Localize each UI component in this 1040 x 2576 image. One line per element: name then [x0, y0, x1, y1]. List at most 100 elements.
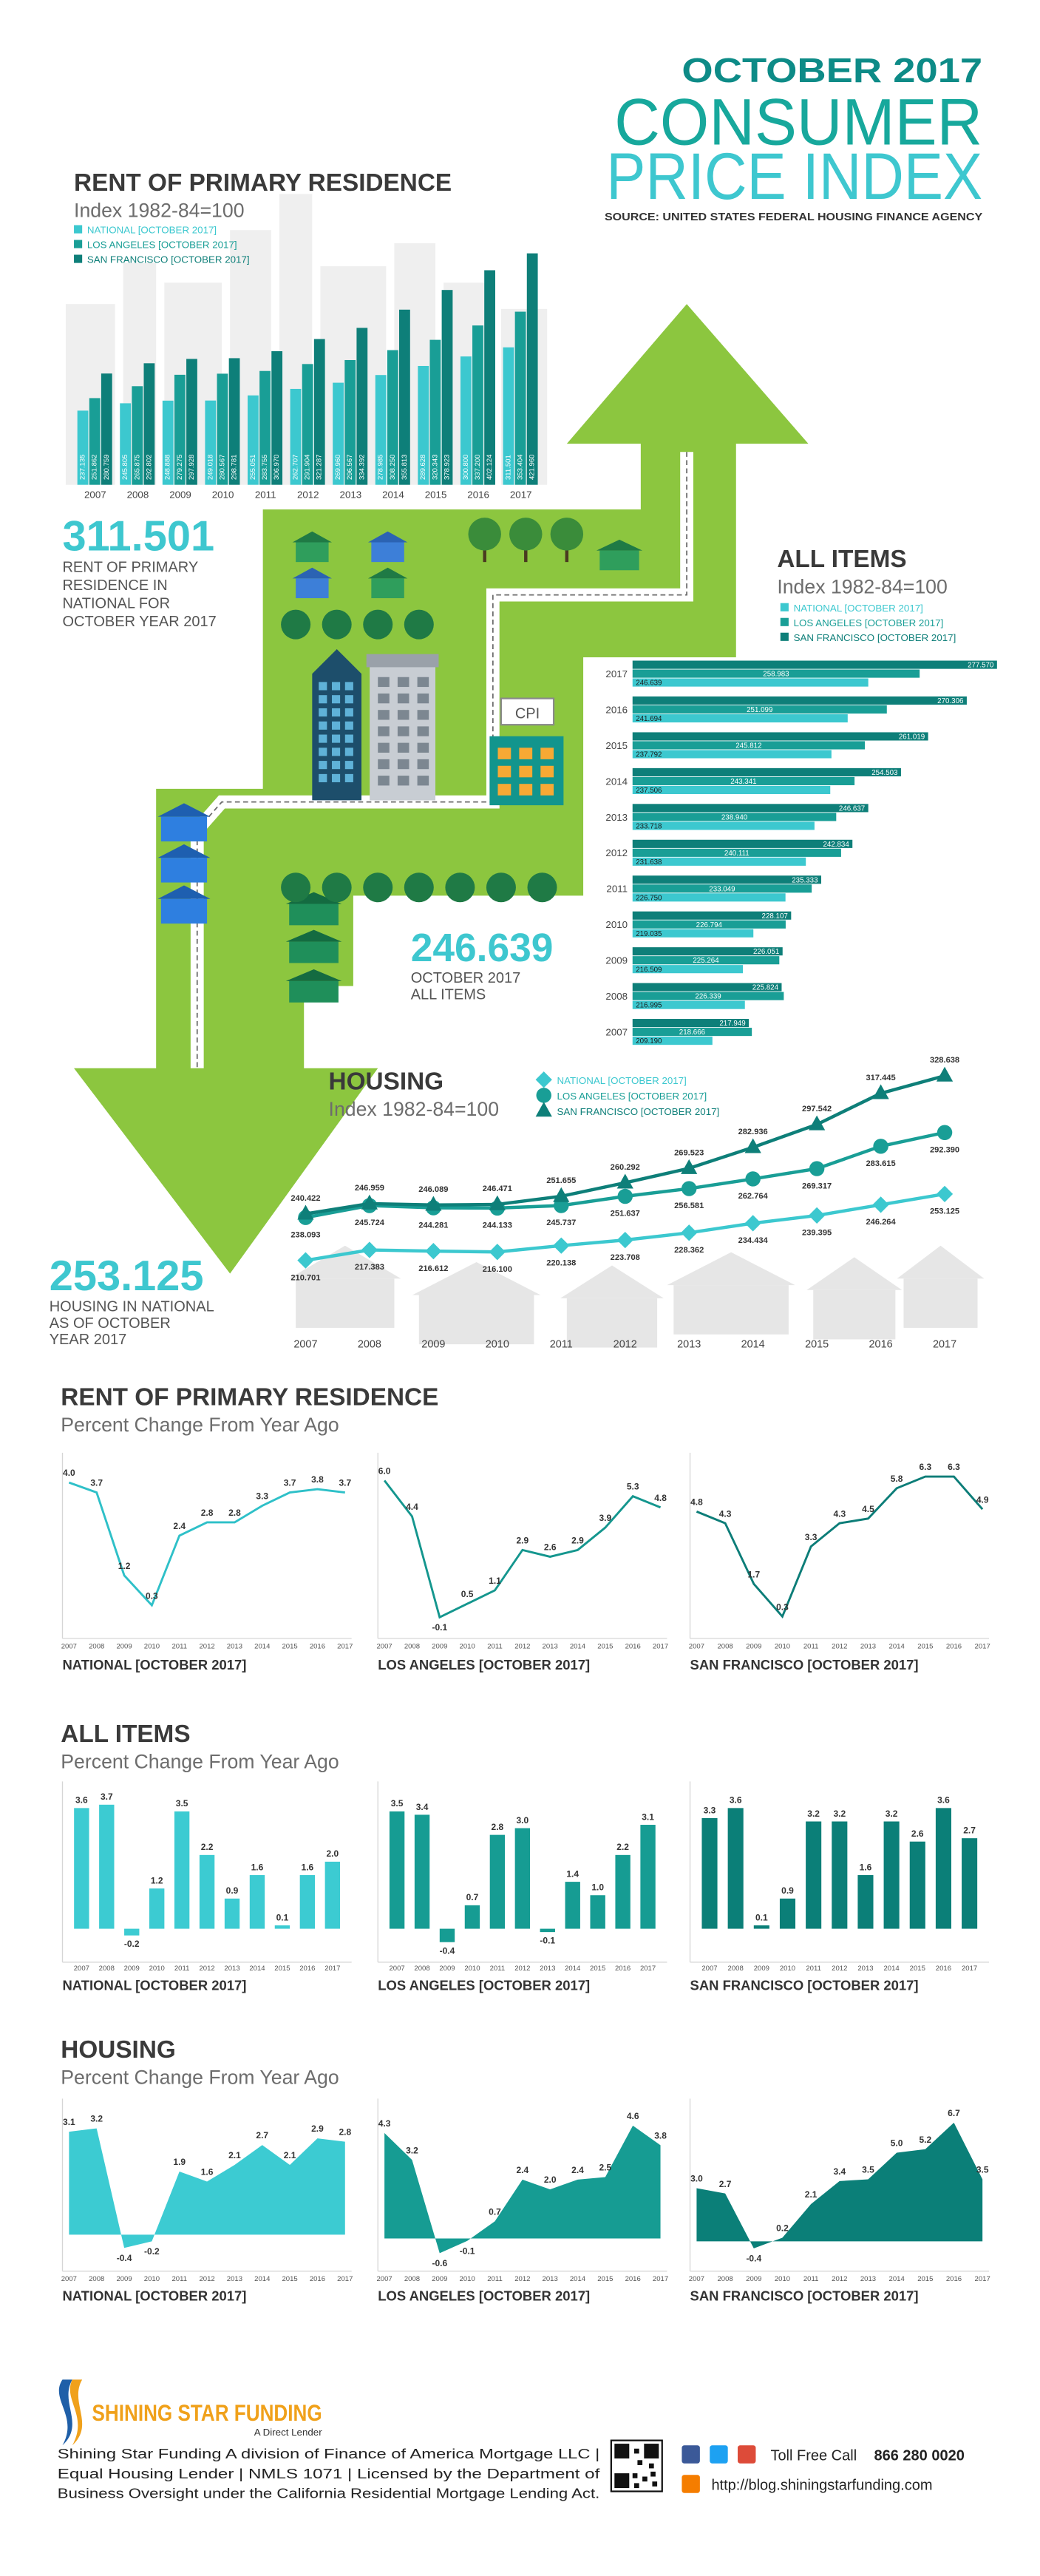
- value-label: 283.755: [261, 454, 269, 480]
- value-label: 0.1: [276, 1912, 289, 1922]
- value-label: 2.5: [599, 2163, 612, 2173]
- value-label: 254.503: [871, 769, 897, 777]
- disclaimer: Shining Star Funding A division of Finan…: [58, 2447, 599, 2461]
- value-label: 3.1: [642, 1811, 654, 1822]
- window: [417, 742, 429, 753]
- value-label: 6.7: [948, 2108, 960, 2118]
- legend-label: LOS ANGELES [OCTOBER 2017]: [557, 1091, 707, 1102]
- window: [519, 765, 533, 778]
- marker: [744, 1138, 761, 1153]
- bar: [162, 400, 174, 485]
- bush: [404, 872, 434, 903]
- x-tick-label: 2008: [717, 1642, 733, 1650]
- value-label: 2.4: [516, 2165, 529, 2175]
- value-label: 2.9: [516, 1535, 529, 1545]
- bar: [632, 821, 815, 830]
- chart-caption: SAN FRANCISCO [OCTOBER 2017]: [690, 2288, 919, 2304]
- qr-dot: [637, 2460, 643, 2465]
- x-tick-label: 2012: [832, 1642, 847, 1650]
- social-icon: [738, 2445, 756, 2464]
- x-tick-label: 2013: [227, 1642, 242, 1650]
- bush: [363, 872, 393, 903]
- value-label: 251.099: [747, 706, 772, 714]
- x-tick-label: 2013: [224, 1965, 239, 1973]
- x-tick-label: 2017: [962, 1965, 977, 1973]
- x-tick-label: 2016: [615, 1965, 631, 1973]
- value-label: 4.3: [719, 1508, 732, 1519]
- house-roof: [285, 929, 342, 942]
- value-label: 239.395: [802, 1229, 832, 1238]
- value-label: 238.940: [721, 813, 748, 821]
- house-body: [296, 578, 329, 599]
- value-label: 216.612: [418, 1264, 448, 1273]
- value-label: 260.292: [611, 1163, 640, 1172]
- value-label: 253.125: [930, 1207, 959, 1216]
- value-label: 3.1: [63, 2117, 75, 2127]
- bar: [99, 1804, 115, 1929]
- bar: [389, 1811, 405, 1929]
- bar: [632, 1019, 750, 1028]
- x-tick-label: 2007: [377, 2275, 392, 2283]
- value-label: 3.6: [75, 1795, 88, 1806]
- window: [332, 773, 341, 782]
- value-label: 1.2: [118, 1561, 131, 1571]
- value-label: 378.923: [443, 454, 451, 480]
- value-label: 1.6: [201, 2167, 214, 2177]
- chart-title: ALL ITEMS: [777, 546, 906, 573]
- house-body: [371, 542, 404, 563]
- value-label: 4.0: [63, 1468, 75, 1478]
- house-silhouette: [813, 1289, 896, 1340]
- value-label: 269.960: [334, 454, 342, 480]
- chart-caption: LOS ANGELES [OCTOBER 2017]: [378, 1978, 590, 1993]
- x-tick-label: 2016: [936, 1965, 951, 1973]
- value-label: 246.471: [483, 1184, 512, 1193]
- value-label: 255.051: [249, 454, 257, 480]
- window: [332, 708, 341, 717]
- value-label: 209.190: [636, 1037, 662, 1045]
- x-tick-label: 2014: [741, 1339, 765, 1351]
- x-tick-label: 2011: [550, 1339, 573, 1351]
- value-label: 2.0: [544, 2175, 557, 2185]
- bush: [363, 609, 393, 640]
- value-label: 2.1: [284, 2150, 296, 2160]
- value-label: 231.638: [636, 858, 662, 867]
- bar: [333, 382, 344, 485]
- value-label: 300.800: [462, 454, 470, 480]
- window: [417, 677, 429, 688]
- area: [69, 2128, 345, 2248]
- chart-title: HOUSING: [329, 1068, 444, 1096]
- value-label: 280.567: [218, 454, 226, 480]
- bar: [313, 339, 325, 485]
- bar: [632, 776, 855, 785]
- house-body: [160, 898, 208, 924]
- y-tick-label: 2009: [605, 955, 628, 966]
- house-roof: [367, 531, 408, 543]
- value-label: 216.995: [636, 1002, 662, 1010]
- value-label: 289.628: [419, 454, 427, 480]
- x-tick-label: 2015: [917, 2275, 933, 2283]
- chart-title: RENT OF PRIMARY RESIDENCE: [74, 169, 452, 197]
- x-tick-label: 2014: [883, 1965, 900, 1973]
- value-label: 296.567: [346, 454, 354, 480]
- marker: [681, 1224, 698, 1241]
- url: http://blog.shiningstarfunding.com: [711, 2477, 932, 2493]
- window: [319, 708, 327, 717]
- x-tick-label: 2008: [358, 1339, 381, 1351]
- value-label: 246.089: [418, 1185, 448, 1194]
- header-source: SOURCE: UNITED STATES FEDERAL HOUSING FI…: [605, 211, 982, 223]
- value-label: 2.6: [544, 1542, 557, 1553]
- section-title: RENT OF PRIMARY RESIDENCE: [61, 1383, 438, 1411]
- x-tick-label: 2012: [614, 1339, 637, 1351]
- x-tick-label: 2011: [171, 2275, 187, 2283]
- x-tick-label: 2015: [910, 1965, 925, 1973]
- window: [378, 742, 390, 753]
- x-tick-label: 2016: [467, 489, 489, 500]
- x-tick-label: 2007: [389, 1965, 404, 1973]
- x-tick-label: 2014: [570, 1642, 586, 1650]
- x-tick-label: 2014: [570, 2275, 586, 2283]
- x-tick-label: 2013: [540, 1965, 555, 1973]
- marker: [297, 1252, 314, 1269]
- value-label: 328.638: [930, 1056, 959, 1065]
- qr-dot: [633, 2448, 639, 2454]
- legend-label: SAN FRANCISCO [OCTOBER 2017]: [794, 632, 956, 643]
